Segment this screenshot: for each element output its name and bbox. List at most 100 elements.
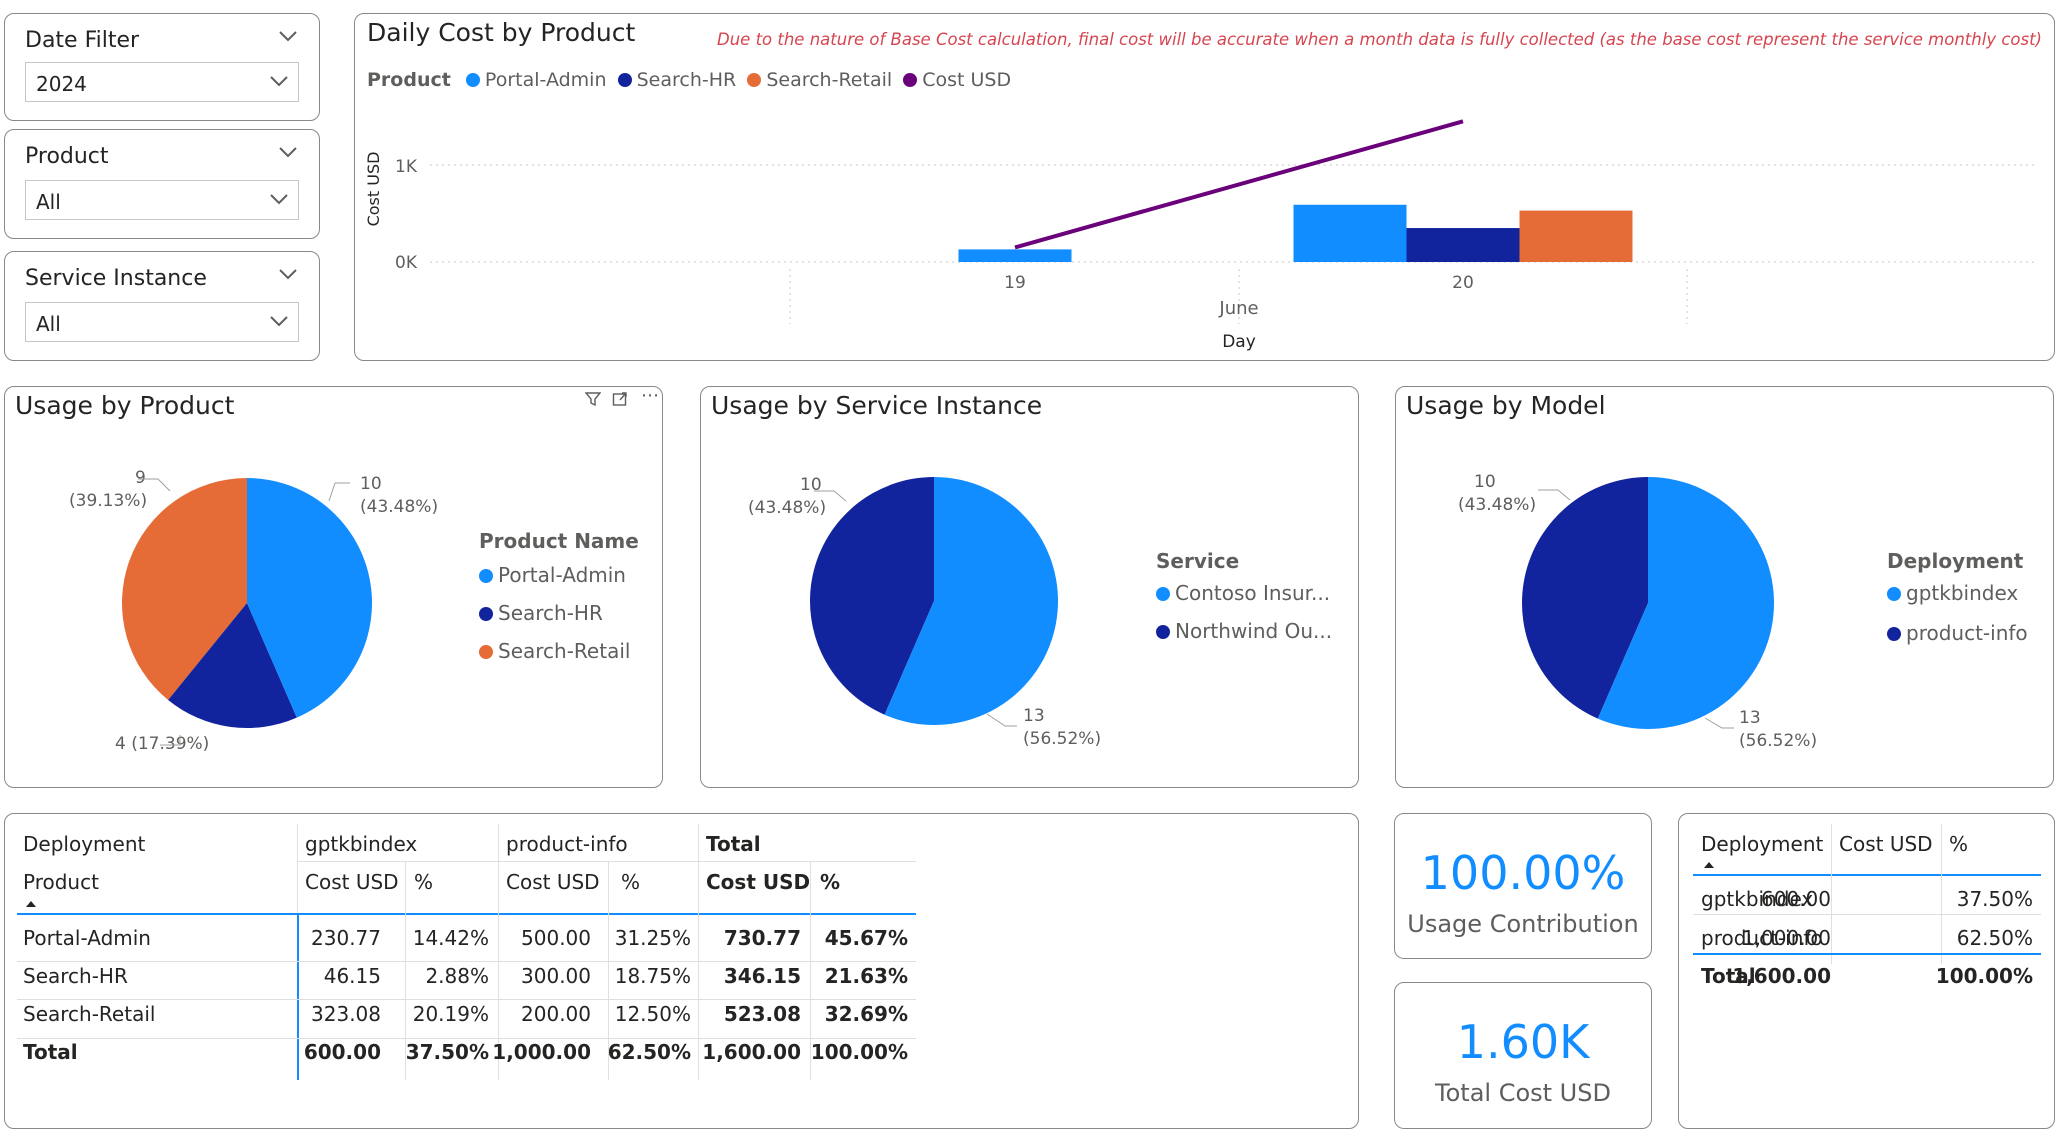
chart-title: Usage by Model <box>1406 391 1606 420</box>
slicer-title: Product <box>25 144 109 169</box>
legend-item[interactable]: Search-HR <box>479 601 639 625</box>
legend-title: Product Name <box>479 529 639 553</box>
table-cell: 14.42% <box>412 926 489 950</box>
slicer-date-filter[interactable]: Date Filter 2024 <box>4 13 320 121</box>
table-cell: 20.19% <box>412 1002 489 1026</box>
usage-by-product-chart[interactable]: Usage by Product ⋯ 10 (43.48%) 4 (17.39%… <box>4 385 663 788</box>
matrix-col-group[interactable]: product-info <box>506 832 628 856</box>
matrix-subheader[interactable]: Cost USD <box>305 870 399 894</box>
cost-matrix[interactable]: Deployment gptkbindex product-info Total… <box>4 813 1359 1129</box>
table-cell: 2.88% <box>425 964 489 988</box>
table-row[interactable]: Search-Retail 323.08 20.19% 200.00 12.50… <box>17 990 916 1028</box>
table-cell: 600.00 <box>1761 887 1831 911</box>
legend-item[interactable]: Northwind Ou... <box>1156 619 1332 643</box>
filter-icon[interactable] <box>585 391 601 407</box>
bar <box>958 249 1072 262</box>
slicer-product[interactable]: Product All <box>4 129 320 239</box>
usage-by-service-chart[interactable]: Usage by Service Instance 13 (56.52%) 10… <box>700 386 1359 788</box>
table-cell: gptkbindex <box>1701 887 1814 911</box>
table-cell: 500.00 <box>521 926 591 950</box>
table-total-row[interactable]: Total 600.00 37.50% 1,000.00 62.50% 1,60… <box>17 1028 916 1066</box>
pie-slice <box>1522 477 1648 719</box>
table-row[interactable]: product-info 1,000.00 62.50% <box>1693 914 2041 952</box>
table-cell: 12.50% <box>614 1002 691 1026</box>
table-cell: 100.00% <box>810 1040 908 1064</box>
data-label: 4 (17.39%) <box>115 734 209 754</box>
chevron-down-icon <box>270 316 288 327</box>
chevron-down-icon[interactable] <box>279 30 297 42</box>
legend-item[interactable]: Contoso Insur... <box>1156 581 1332 605</box>
table-cell: 300.00 <box>521 964 591 988</box>
table-cell: 1,000.00 <box>492 1040 591 1064</box>
table-header[interactable]: Deployment <box>1701 832 1824 856</box>
legend-item[interactable]: Portal-Admin <box>465 69 607 91</box>
matrix-header[interactable]: Product <box>23 870 99 894</box>
row-label: Total <box>23 1040 78 1064</box>
data-label: (56.52%) <box>1023 729 1101 749</box>
slicer-title: Service Instance <box>25 266 207 291</box>
chevron-down-icon[interactable] <box>279 268 297 280</box>
legend-item[interactable]: Portal-Admin <box>479 563 639 587</box>
chart-title: Daily Cost by Product <box>367 18 636 47</box>
table-header[interactable]: % <box>1949 832 1969 856</box>
chart-legend: Product Portal-Admin Search-HR Search-Re… <box>367 69 1011 91</box>
legend-item[interactable]: Search-Retail <box>747 69 892 91</box>
usage-by-model-chart[interactable]: Usage by Model 13 (56.52%) 10 (43.48%) D… <box>1395 386 2054 788</box>
data-label: 9 <box>135 468 146 488</box>
kpi-label: Total Cost USD <box>1435 1079 1611 1107</box>
bar <box>1519 210 1633 262</box>
table-cell: 730.77 <box>723 926 801 950</box>
sort-ascending-icon[interactable] <box>1703 861 1715 869</box>
focus-mode-icon[interactable] <box>612 391 628 407</box>
matrix-header: Deployment <box>23 832 146 856</box>
matrix-col-group[interactable]: Total <box>706 832 761 856</box>
slicer-dropdown[interactable]: All <box>25 180 299 220</box>
deployment-table[interactable]: Deployment Cost USD % gptkbindex 600.00 … <box>1678 813 2055 1129</box>
matrix-subheader[interactable]: % <box>820 870 841 894</box>
matrix-col-group[interactable]: gptkbindex <box>305 832 418 856</box>
slicer-title: Date Filter <box>25 28 140 53</box>
table-row[interactable]: Portal-Admin 230.77 14.42% 500.00 31.25%… <box>17 914 916 952</box>
slicer-dropdown[interactable]: 2024 <box>25 62 299 102</box>
table-cell: product-info <box>1701 926 1823 950</box>
daily-cost-chart[interactable]: Daily Cost by Product Due to the nature … <box>354 13 2055 361</box>
x-axis-label: Day <box>1222 332 1256 352</box>
table-cell: 230.77 <box>311 926 381 950</box>
y-axis-label: Cost USD <box>364 152 383 227</box>
matrix-table: Deployment gptkbindex product-info Total… <box>5 814 925 1130</box>
data-label: (56.52%) <box>1739 731 1817 751</box>
table-cell: 62.50% <box>1956 926 2033 950</box>
matrix-subheader[interactable]: % <box>621 870 641 894</box>
matrix-subheader[interactable]: Cost USD <box>706 870 811 894</box>
legend-item[interactable]: gptkbindex <box>1887 581 2028 605</box>
table-header[interactable]: Cost USD <box>1839 832 1933 856</box>
legend-item[interactable]: Cost USD <box>903 69 1011 91</box>
table-cell: 32.69% <box>824 1002 908 1026</box>
matrix-subheader[interactable]: Cost USD <box>506 870 600 894</box>
chart-legend: Service Contoso Insur... Northwind Ou... <box>1156 549 1332 643</box>
legend-item[interactable]: Search-HR <box>617 69 736 91</box>
y-tick-label: 0K <box>395 253 418 273</box>
sort-ascending-icon[interactable] <box>25 900 37 908</box>
slicer-service-instance[interactable]: Service Instance All <box>4 251 320 361</box>
table-cell: 600.00 <box>303 1040 381 1064</box>
slicer-dropdown[interactable]: All <box>25 302 299 342</box>
matrix-subheader[interactable]: % <box>414 870 434 894</box>
chevron-down-icon[interactable] <box>279 146 297 158</box>
data-label: 10 <box>360 474 382 494</box>
bar <box>1406 228 1520 262</box>
legend-dot <box>479 607 493 621</box>
kpi-value: 100.00% <box>1420 846 1626 900</box>
slicer-value: All <box>36 312 61 336</box>
legend-item[interactable]: product-info <box>1887 621 2028 645</box>
table-row[interactable]: Search-HR 46.15 2.88% 300.00 18.75% 346.… <box>17 952 916 990</box>
total-cost-card[interactable]: 1.60K Total Cost USD <box>1394 982 1652 1129</box>
data-label: (43.48%) <box>1458 495 1536 515</box>
usage-contribution-card[interactable]: 100.00% Usage Contribution <box>1394 813 1652 959</box>
legend-item[interactable]: Search-Retail <box>479 639 639 663</box>
table-row[interactable]: gptkbindex 600.00 37.50% <box>1693 875 2041 913</box>
slicer-value: 2024 <box>36 72 87 96</box>
more-options-icon[interactable]: ⋯ <box>641 385 659 406</box>
row-label: Search-Retail <box>23 1002 156 1026</box>
table-total-row[interactable]: Total 1,600.00 100.00% <box>1693 952 2041 990</box>
